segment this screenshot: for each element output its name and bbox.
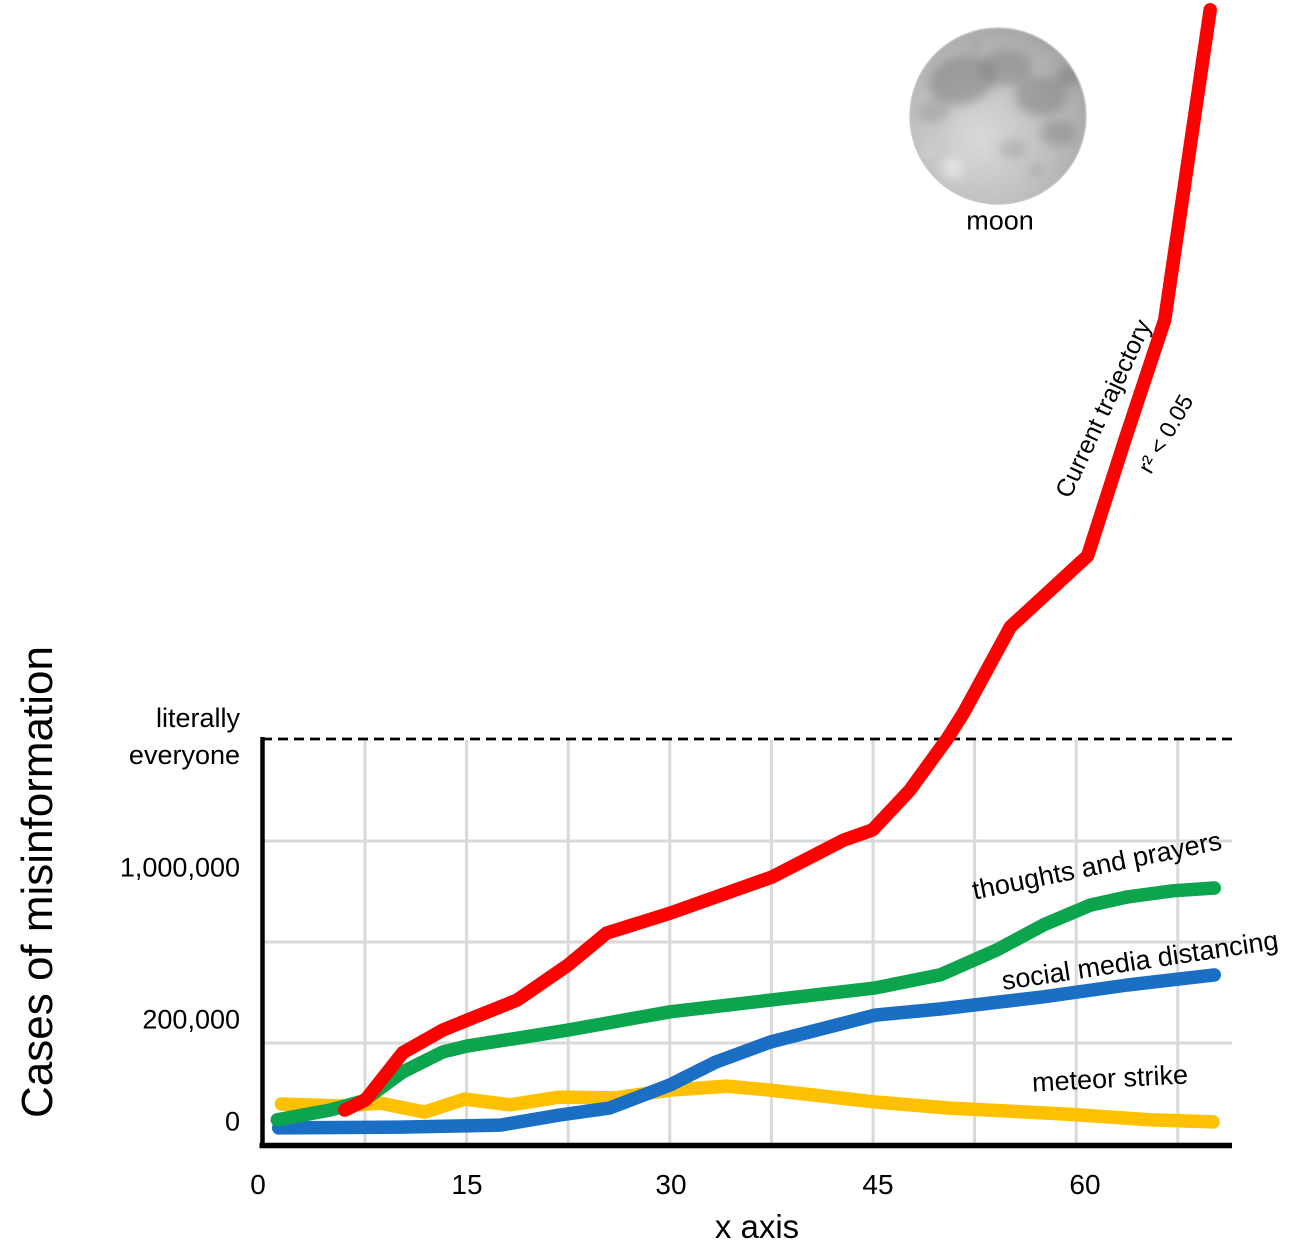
- y-tick-literally-everyone: literally everyone: [128, 703, 240, 770]
- x-tick-30: 30: [655, 1169, 687, 1200]
- series-line-thoughts-and-prayers: [270, 881, 1222, 1127]
- moon-image: [909, 27, 1087, 205]
- y-tick-200000: 200,000: [142, 1004, 240, 1035]
- y-tick-1000000: 1,000,000: [119, 852, 240, 883]
- x-axis-title: x axis: [714, 1208, 800, 1245]
- moon-caption: moon: [966, 205, 1034, 236]
- x-tick-15: 15: [451, 1169, 483, 1200]
- series-line-current-trajectory: [338, 3, 1217, 1117]
- y-tick-0: 0: [224, 1106, 240, 1137]
- plot-area: [259, 3, 1237, 1149]
- x-tick-45: 45: [862, 1169, 894, 1200]
- x-tick-0: 0: [250, 1169, 266, 1200]
- x-tick-60: 60: [1069, 1169, 1101, 1200]
- series-line-social-media-distancing: [271, 968, 1222, 1135]
